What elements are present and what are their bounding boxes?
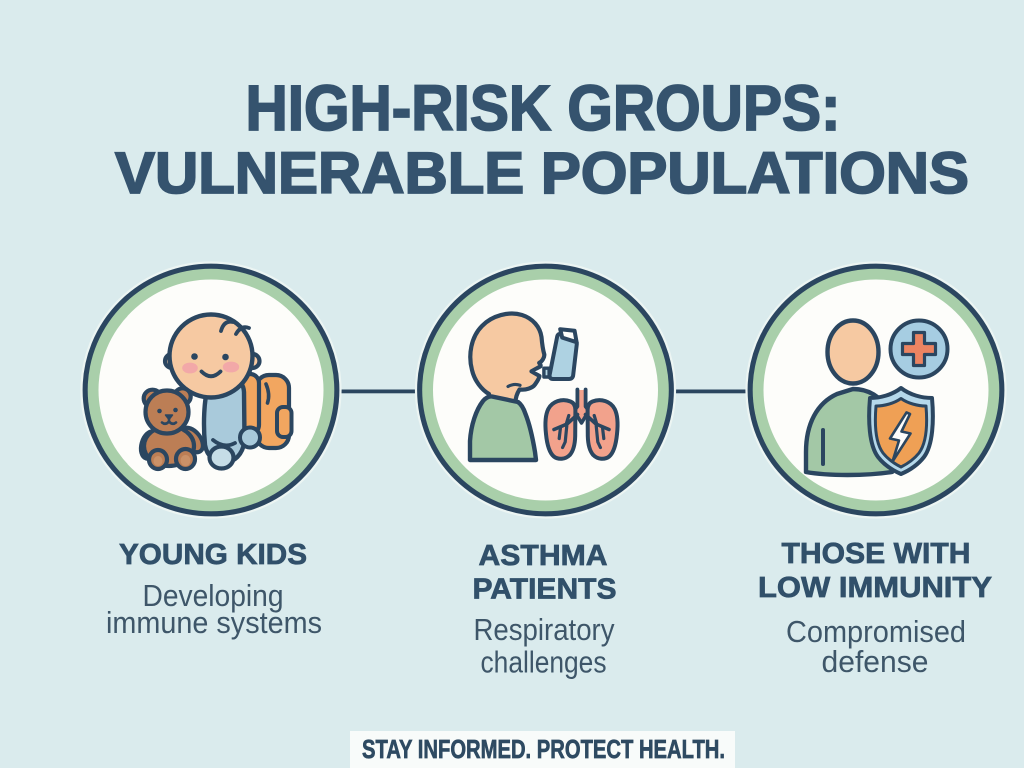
- svg-text:Respiratory: Respiratory: [474, 612, 615, 647]
- svg-text:defense: defense: [822, 644, 929, 679]
- svg-text:VULNERABLE POPULATIONS: VULNERABLE POPULATIONS: [115, 141, 969, 206]
- svg-text:THOSE WITH: THOSE WITH: [782, 538, 971, 570]
- svg-text:immune systems: immune systems: [106, 605, 322, 640]
- svg-text:Developing: Developing: [143, 578, 284, 613]
- svg-text:LOW IMMUNITY: LOW IMMUNITY: [758, 572, 992, 604]
- svg-text:ASTHMA: ASTHMA: [479, 540, 608, 572]
- svg-text:challenges: challenges: [481, 645, 607, 680]
- svg-text:PATIENTS: PATIENTS: [473, 574, 617, 606]
- svg-text:Compromised: Compromised: [786, 614, 966, 649]
- svg-text:STAY INFORMED. PROTECT HEALTH.: STAY INFORMED. PROTECT HEALTH.: [362, 734, 725, 764]
- svg-text:HIGH-RISK GROUPS:: HIGH-RISK GROUPS:: [246, 72, 841, 144]
- svg-text:YOUNG KIDS: YOUNG KIDS: [119, 539, 307, 571]
